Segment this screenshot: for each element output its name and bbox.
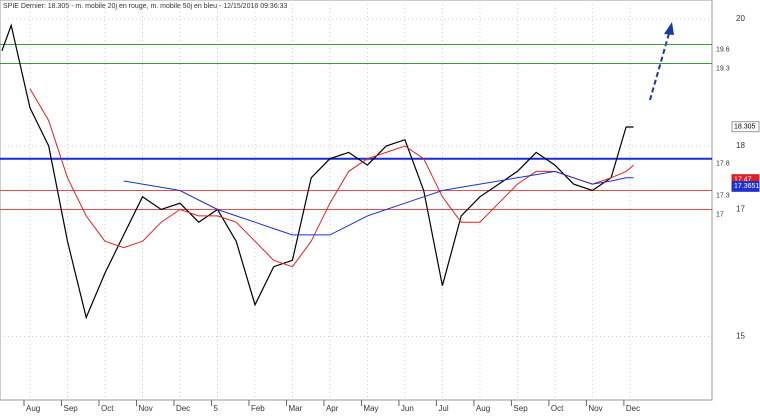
x-tick-label: Feb bbox=[251, 404, 265, 413]
value-box-label: 17.3651 bbox=[734, 183, 759, 190]
x-tick-label: Dec bbox=[626, 404, 640, 413]
x-tick-label: 5 bbox=[213, 404, 218, 413]
x-tick-label: Nov bbox=[138, 404, 152, 413]
level-label: 17.3 bbox=[716, 192, 730, 199]
level-label: 17 bbox=[716, 211, 724, 218]
arrow bbox=[649, 22, 674, 101]
series-line bbox=[123, 170, 634, 236]
value-box-label: 18.305 bbox=[734, 124, 756, 131]
x-tick-label: Dec bbox=[176, 404, 190, 413]
x-tick-label: Mar bbox=[288, 404, 302, 413]
level-label: 19.3 bbox=[716, 65, 730, 72]
x-tick-label: Jul bbox=[438, 404, 448, 413]
x-tick-label: Aug bbox=[26, 404, 40, 413]
plot-frame bbox=[0, 0, 713, 401]
x-tick-label: Sep bbox=[63, 404, 78, 413]
series-line bbox=[1, 23, 634, 320]
series-line bbox=[29, 88, 634, 268]
level-label: 19.6 bbox=[716, 46, 730, 53]
level-label: 17.8 bbox=[716, 161, 730, 168]
y-tick-label: 17 bbox=[736, 205, 745, 214]
y-tick-label: 20 bbox=[736, 14, 745, 23]
x-tick-label: Oct bbox=[101, 404, 114, 413]
value-box-label: 17.47 bbox=[734, 177, 752, 184]
y-tick-label: 18 bbox=[736, 141, 745, 150]
chart-title: SPIE Dernier: 18.305 - m. mobile 20j en … bbox=[3, 3, 288, 10]
x-tick-label: Nov bbox=[588, 404, 602, 413]
x-tick-label: Apr bbox=[326, 404, 339, 413]
x-tick-label: Oct bbox=[551, 404, 564, 413]
x-tick-label: Jun bbox=[401, 404, 414, 413]
x-tick-label: Sep bbox=[513, 404, 528, 413]
x-tick-label: Aug bbox=[476, 404, 490, 413]
value-box bbox=[731, 121, 760, 133]
y-tick-label: 15 bbox=[736, 332, 745, 341]
x-tick-label: May bbox=[363, 404, 378, 413]
value-box bbox=[731, 180, 760, 192]
